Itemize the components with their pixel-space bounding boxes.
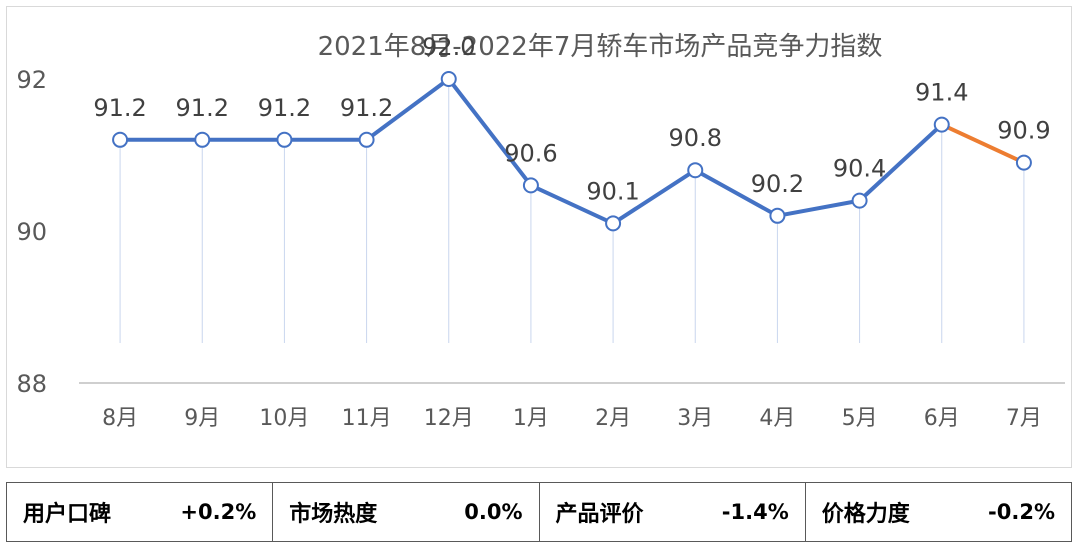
metric-user-reviews: 用户口碑 +0.2% [7, 483, 274, 541]
data-label: 91.2 [93, 94, 146, 122]
y-tick-label: 88 [16, 370, 47, 398]
data-point [276, 131, 293, 148]
metrics-bar: 用户口碑 +0.2% 市场热度 0.0% 产品评价 -1.4% 价格力度 -0.… [6, 482, 1072, 542]
x-tick-label: 3月 [677, 406, 713, 431]
data-label: 90.9 [997, 117, 1050, 145]
x-tick-label: 2月 [595, 406, 631, 431]
metric-label: 用户口碑 [23, 502, 112, 527]
data-point [440, 71, 457, 87]
data-point [194, 131, 211, 148]
data-point [605, 215, 622, 232]
data-label: 91.2 [340, 94, 393, 122]
x-tick-label: 7月 [1006, 406, 1042, 431]
x-tick-label: 4月 [759, 406, 795, 431]
metric-value: -0.2% [988, 500, 1055, 524]
data-label: 91.2 [176, 94, 229, 122]
data-point [687, 162, 704, 179]
x-tick-label: 8月 [102, 406, 138, 431]
data-label: 90.6 [504, 139, 557, 167]
line-chart: 2021年8月-2022年7月轿车市场产品竞争力指数 91.2 91.2 91.2 9… [16, 32, 1065, 431]
data-label: 90.2 [751, 170, 804, 198]
x-tick-label: 1月 [513, 406, 549, 431]
data-label: 90.1 [586, 177, 639, 205]
x-tick-label: 9月 [184, 406, 220, 431]
metric-label: 价格力度 [821, 502, 910, 527]
data-point [769, 207, 786, 224]
y-tick-label: 90 [16, 218, 47, 246]
data-point [851, 192, 868, 209]
metric-product-rating: 产品评价 -1.4% [540, 483, 806, 541]
x-tick-label: 5月 [842, 406, 878, 431]
metric-label: 市场热度 [289, 502, 378, 527]
data-label: 90.8 [669, 124, 722, 152]
series-line-last-segment [939, 122, 1026, 165]
chart-title: 2021年8月-2022年7月轿车市场产品竞争力指数 [318, 32, 883, 62]
x-tick-label: 12月 [424, 406, 474, 431]
metric-value: +0.2% [180, 500, 257, 524]
data-label: 92.0 [422, 33, 475, 61]
metric-value: -1.4% [721, 500, 789, 524]
chart-frame: 2021年8月-2022年7月轿车市场产品竞争力指数 91.2 91.2 91.2 9… [6, 6, 1072, 468]
data-label: 91.4 [915, 79, 968, 107]
metric-label: 产品评价 [555, 502, 644, 527]
data-point [358, 131, 375, 148]
data-point [522, 177, 539, 194]
data-point [1015, 154, 1032, 171]
metric-market-heat: 市场热度 0.0% [273, 483, 540, 541]
x-tick-label: 10月 [259, 406, 309, 431]
x-tick-label: 6月 [924, 406, 960, 431]
data-point [933, 116, 950, 133]
metric-value: 0.0% [464, 500, 523, 524]
data-label: 90.4 [833, 155, 886, 183]
metric-price-strength: 价格力度 -0.2% [806, 483, 1071, 541]
x-tick-label: 11月 [342, 406, 392, 431]
y-tick-label: 92 [16, 66, 47, 94]
data-point [112, 131, 129, 148]
data-label: 91.2 [258, 94, 311, 122]
